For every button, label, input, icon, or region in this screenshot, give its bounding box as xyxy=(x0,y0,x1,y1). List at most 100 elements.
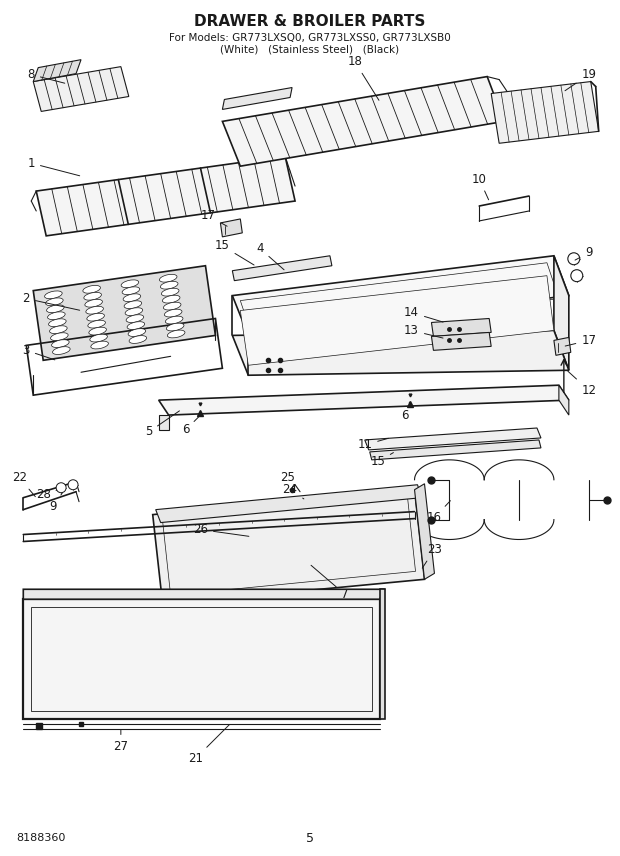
Text: 15: 15 xyxy=(215,240,254,265)
Ellipse shape xyxy=(166,316,183,324)
Text: 15: 15 xyxy=(370,453,394,468)
Text: 6: 6 xyxy=(182,416,200,437)
Text: 22: 22 xyxy=(12,472,35,496)
Polygon shape xyxy=(159,415,169,430)
Text: 10: 10 xyxy=(472,173,489,199)
Text: 24: 24 xyxy=(283,484,304,499)
Ellipse shape xyxy=(166,323,184,331)
Ellipse shape xyxy=(48,312,65,319)
Polygon shape xyxy=(232,330,569,375)
Polygon shape xyxy=(220,219,242,237)
Polygon shape xyxy=(432,318,491,336)
Ellipse shape xyxy=(128,329,146,336)
Text: 9: 9 xyxy=(50,493,63,513)
Ellipse shape xyxy=(167,330,185,338)
Text: 17: 17 xyxy=(201,210,227,226)
Ellipse shape xyxy=(53,347,70,354)
Circle shape xyxy=(571,270,583,282)
Text: 1: 1 xyxy=(27,157,80,175)
Ellipse shape xyxy=(51,333,68,341)
Polygon shape xyxy=(24,599,379,719)
Ellipse shape xyxy=(48,318,66,327)
Ellipse shape xyxy=(83,285,100,293)
Text: 26: 26 xyxy=(193,523,249,537)
Text: 11: 11 xyxy=(357,438,388,451)
Polygon shape xyxy=(554,337,571,355)
Ellipse shape xyxy=(164,309,182,317)
Text: 6: 6 xyxy=(401,402,410,421)
Polygon shape xyxy=(379,589,384,719)
Ellipse shape xyxy=(125,308,143,316)
Polygon shape xyxy=(232,256,569,336)
Ellipse shape xyxy=(91,342,108,349)
Ellipse shape xyxy=(123,294,141,301)
Ellipse shape xyxy=(90,334,107,342)
Polygon shape xyxy=(33,60,81,81)
Text: 2: 2 xyxy=(22,292,80,310)
Polygon shape xyxy=(36,157,295,236)
Text: DRAWER & BROILER PARTS: DRAWER & BROILER PARTS xyxy=(194,15,426,29)
Polygon shape xyxy=(223,87,292,110)
Text: 13: 13 xyxy=(404,324,443,338)
Text: 12: 12 xyxy=(568,372,596,396)
Ellipse shape xyxy=(85,300,102,307)
Text: 4: 4 xyxy=(257,242,284,270)
Text: 8188360: 8188360 xyxy=(16,833,66,843)
Text: 8: 8 xyxy=(27,68,64,83)
Polygon shape xyxy=(33,67,129,111)
Circle shape xyxy=(68,479,78,490)
Ellipse shape xyxy=(124,300,142,308)
Polygon shape xyxy=(241,276,554,366)
Polygon shape xyxy=(432,332,491,350)
Ellipse shape xyxy=(161,282,178,289)
Polygon shape xyxy=(491,81,599,143)
Polygon shape xyxy=(554,256,569,371)
Ellipse shape xyxy=(89,327,107,335)
Text: For Models: GR773LXSQ0, GR773LXSS0, GR773LXSB0: For Models: GR773LXSQ0, GR773LXSS0, GR77… xyxy=(169,33,451,43)
Text: (White)   (Stainless Steel)   (Black): (White) (Stainless Steel) (Black) xyxy=(221,45,399,55)
Ellipse shape xyxy=(159,274,177,282)
Polygon shape xyxy=(159,385,569,415)
Polygon shape xyxy=(33,265,215,360)
Polygon shape xyxy=(24,589,384,599)
Ellipse shape xyxy=(88,320,105,328)
Text: 14: 14 xyxy=(404,306,443,322)
Ellipse shape xyxy=(122,287,140,294)
Polygon shape xyxy=(153,490,425,604)
Ellipse shape xyxy=(87,313,104,321)
Text: 19: 19 xyxy=(565,68,596,91)
Polygon shape xyxy=(232,256,332,281)
Ellipse shape xyxy=(86,306,104,314)
Text: 5: 5 xyxy=(145,411,179,438)
Text: 18: 18 xyxy=(347,55,379,100)
Polygon shape xyxy=(365,428,541,450)
Ellipse shape xyxy=(164,302,181,310)
Polygon shape xyxy=(559,385,569,415)
Ellipse shape xyxy=(50,326,67,334)
Polygon shape xyxy=(415,484,435,580)
Ellipse shape xyxy=(46,298,63,306)
Text: 9: 9 xyxy=(575,247,593,260)
Text: 28: 28 xyxy=(36,488,57,502)
Ellipse shape xyxy=(126,315,144,323)
Polygon shape xyxy=(370,440,541,460)
Polygon shape xyxy=(156,484,422,522)
Ellipse shape xyxy=(121,280,139,288)
Text: 17: 17 xyxy=(565,334,596,347)
Ellipse shape xyxy=(46,305,64,312)
Text: 3: 3 xyxy=(22,344,55,360)
Text: 5: 5 xyxy=(306,832,314,845)
Ellipse shape xyxy=(162,295,180,303)
Text: 7: 7 xyxy=(311,565,348,601)
Ellipse shape xyxy=(84,293,102,300)
Text: 27: 27 xyxy=(113,730,128,753)
Ellipse shape xyxy=(161,288,179,296)
Text: 16: 16 xyxy=(427,501,450,524)
Circle shape xyxy=(568,253,580,265)
Ellipse shape xyxy=(45,291,62,299)
Polygon shape xyxy=(223,76,504,166)
Ellipse shape xyxy=(129,336,147,343)
Ellipse shape xyxy=(51,340,69,348)
Ellipse shape xyxy=(127,322,144,330)
Text: 25: 25 xyxy=(280,472,294,490)
